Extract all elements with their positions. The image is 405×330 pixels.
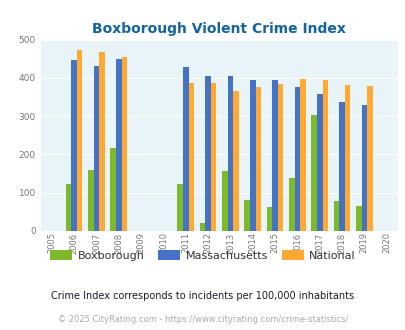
Legend: Boxborough, Massachusetts, National: Boxborough, Massachusetts, National: [47, 247, 358, 264]
Bar: [311, 115, 316, 231]
Bar: [294, 87, 299, 231]
Bar: [99, 52, 104, 231]
Text: © 2025 CityRating.com - https://www.cityrating.com/crime-statistics/: © 2025 CityRating.com - https://www.city…: [58, 315, 347, 324]
Bar: [222, 171, 227, 231]
Bar: [232, 90, 238, 231]
Bar: [277, 84, 283, 231]
Bar: [227, 76, 232, 231]
Bar: [266, 207, 272, 231]
Bar: [299, 79, 305, 231]
Bar: [71, 59, 77, 231]
Bar: [333, 201, 339, 231]
Title: Boxborough Violent Crime Index: Boxborough Violent Crime Index: [92, 22, 345, 36]
Bar: [272, 80, 277, 231]
Bar: [344, 85, 350, 231]
Bar: [288, 178, 294, 231]
Bar: [188, 83, 194, 231]
Bar: [316, 94, 322, 231]
Bar: [322, 80, 327, 231]
Bar: [116, 59, 121, 231]
Bar: [199, 222, 205, 231]
Bar: [361, 106, 366, 231]
Bar: [244, 200, 249, 231]
Bar: [177, 184, 183, 231]
Bar: [355, 206, 361, 231]
Text: Crime Index corresponds to incidents per 100,000 inhabitants: Crime Index corresponds to incidents per…: [51, 291, 354, 301]
Bar: [183, 67, 188, 231]
Bar: [88, 170, 94, 231]
Bar: [210, 83, 216, 231]
Bar: [121, 57, 127, 231]
Bar: [94, 66, 99, 231]
Bar: [366, 86, 372, 231]
Bar: [255, 87, 260, 231]
Bar: [77, 50, 82, 231]
Bar: [205, 76, 210, 231]
Bar: [110, 148, 116, 231]
Bar: [339, 102, 344, 231]
Bar: [66, 184, 71, 231]
Bar: [249, 80, 255, 231]
